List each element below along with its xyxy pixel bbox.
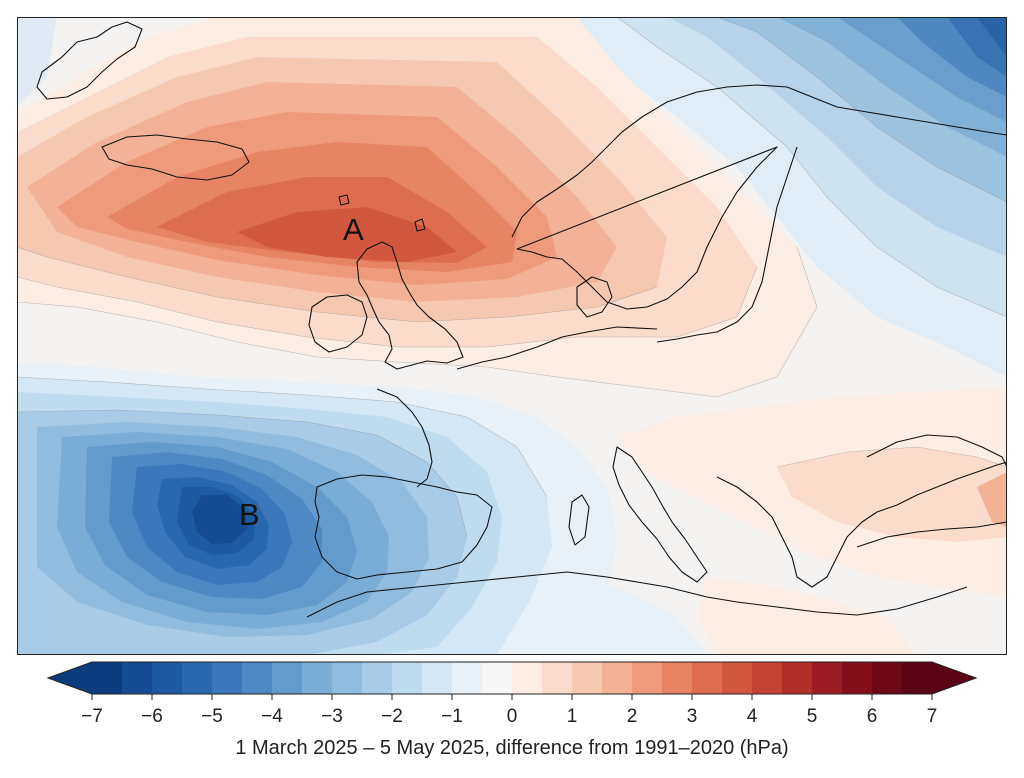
north-sea-continental-coast (456, 326, 658, 370)
colorbar-cells (92, 662, 933, 694)
black-sea-coast (866, 434, 1007, 468)
colorbar-cell (272, 662, 303, 694)
coastlines (36, 21, 1007, 618)
colorbar-tick-label: 7 (927, 706, 938, 727)
colorbar-tick-label: 4 (747, 706, 758, 727)
colorbar-right-arrow (932, 662, 976, 694)
colorbar-cell (362, 662, 393, 694)
pressure-anomaly-map: A B (17, 17, 1007, 655)
colorbar-cell (392, 662, 423, 694)
colorbar-cell (872, 662, 903, 694)
colorbar-tick-label: 0 (507, 706, 518, 727)
colorbar-cell (512, 662, 543, 694)
france-coast (376, 388, 433, 488)
colorbar-cell (542, 662, 573, 694)
colorbar-cell (152, 662, 183, 694)
ireland-coast (308, 294, 368, 353)
colorbar-cell (662, 662, 693, 694)
negative-anomaly-northwest (17, 17, 57, 107)
colorbar-cell (842, 662, 873, 694)
colorbar-tick-label: −1 (441, 706, 463, 727)
colorbar-tick-label: −6 (141, 706, 163, 727)
iceland-coast (101, 134, 250, 181)
colorbar-cell (302, 662, 333, 694)
colorbar-tick-label: −7 (81, 706, 103, 727)
scandinavia-coast (511, 84, 1007, 310)
colorbar-cell (752, 662, 783, 694)
colorbar-cell (812, 662, 843, 694)
colorbar-cell (332, 662, 363, 694)
colorbar-cell (632, 662, 663, 694)
positive-anomaly-a (17, 17, 817, 397)
colorbar-tick-label: 2 (627, 706, 638, 727)
colorbar-cell (722, 662, 753, 694)
iberia-coast (314, 474, 493, 580)
marker-b: B (239, 497, 260, 532)
negative-anomaly-northeast (577, 17, 1007, 377)
great-britain-coast (356, 241, 464, 370)
colorbar-cell (212, 662, 243, 694)
colorbar-cell (422, 662, 453, 694)
colorbar-ticks: −7 −6 −5 −4 −3 −2 −1 0 1 2 3 4 5 6 7 (81, 694, 937, 727)
marker-a: A (343, 212, 364, 247)
map-border (17, 17, 1007, 655)
colorbar-cell (122, 662, 153, 694)
colorbar-cell (572, 662, 603, 694)
italy-coast (612, 446, 708, 583)
colorbar-left-arrow (48, 662, 92, 694)
balkans-coast (716, 461, 1007, 588)
colorbar-tick-label: −2 (381, 706, 403, 727)
colorbar: −7 −6 −5 −4 −3 −2 −1 0 1 2 3 4 5 6 7 1 March 2025 – 5 … (46, 661, 978, 759)
colorbar-tick-label: 3 (687, 706, 698, 727)
colorbar-tick-label: 5 (807, 706, 818, 727)
colorbar-cell (902, 662, 933, 694)
denmark-coast (576, 276, 613, 318)
colorbar-tick-label: −4 (261, 706, 283, 727)
colorbar-cell (482, 662, 513, 694)
north-africa-coast (306, 571, 968, 618)
negative-anomaly-mediterranean (537, 577, 707, 655)
greenland-coast (36, 21, 143, 100)
colorbar-tick-label: 6 (867, 706, 878, 727)
colorbar-cell (782, 662, 813, 694)
colorbar-cell (92, 662, 123, 694)
colorbar-cell (692, 662, 723, 694)
colorbar-cell (242, 662, 273, 694)
colorbar-cell (602, 662, 633, 694)
colorbar-cell (452, 662, 483, 694)
colorbar-tick-label: 1 (567, 706, 578, 727)
baltic-coast (656, 146, 798, 343)
negative-anomaly-b (17, 362, 617, 655)
colorbar-cell (182, 662, 213, 694)
colorbar-tick-label: −3 (321, 706, 343, 727)
colorbar-tick-label: −5 (201, 706, 223, 727)
colorbar-caption: 1 March 2025 – 5 May 2025, difference fr… (235, 737, 788, 759)
